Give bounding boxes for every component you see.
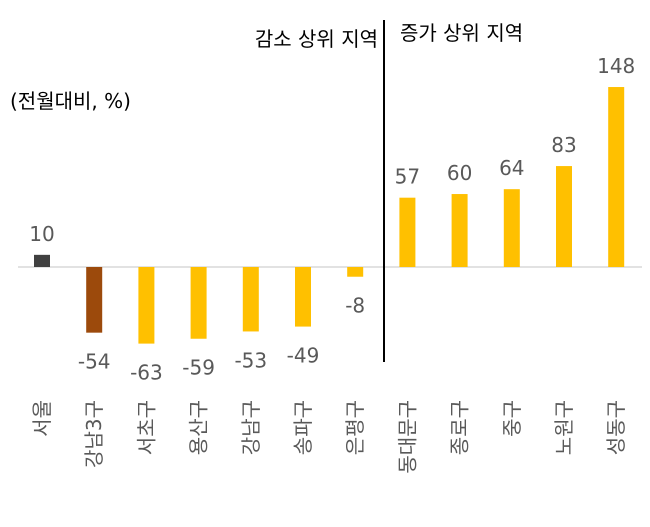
data-label-노원구: 83 [551, 133, 576, 157]
data-label-용산구: -59 [182, 356, 215, 380]
bar-서초구 [138, 267, 155, 344]
category-label-송파구: 송파구 [291, 400, 315, 455]
bar-성동구 [608, 87, 625, 267]
bar-은평구 [347, 267, 364, 277]
bar-종로구 [451, 194, 468, 267]
category-label-성동구: 성동구 [604, 400, 628, 455]
data-label-동대문구: 57 [395, 165, 420, 189]
bar-용산구 [190, 267, 207, 339]
category-label-강남구: 강남구 [239, 400, 263, 455]
category-label-동대문구: 동대문구 [395, 400, 419, 474]
data-label-서울: 10 [29, 222, 54, 246]
category-label-노원구: 노원구 [552, 400, 576, 455]
category-label-은평구: 은평구 [343, 400, 367, 455]
data-label-송파구: -49 [287, 344, 320, 368]
data-label-성동구: 148 [597, 54, 635, 78]
increase-section-label: 증가 상위 지역 [400, 21, 523, 45]
unit-note: (전월대비, %) [10, 89, 131, 113]
data-label-은평구: -8 [345, 294, 365, 318]
category-label-종로구: 종로구 [448, 400, 472, 455]
bar-서울 [34, 254, 50, 267]
bar-동대문구 [399, 197, 416, 267]
data-label-서초구: -63 [130, 361, 163, 385]
category-label-서울: 서울 [30, 400, 54, 437]
data-label-강남구: -53 [234, 348, 267, 372]
bar-노원구 [556, 166, 572, 267]
data-label-종로구: 60 [447, 161, 472, 185]
bar-중구 [503, 189, 520, 267]
category-label-강남3구: 강남3구 [82, 400, 106, 468]
bar-송파구 [295, 267, 311, 327]
category-label-서초구: 서초구 [134, 400, 158, 455]
bar-강남3구 [86, 267, 103, 333]
data-label-중구: 64 [499, 156, 524, 180]
decrease-section-label: 감소 상위 지역 [255, 27, 378, 51]
bar-강남구 [242, 267, 259, 332]
data-label-강남3구: -54 [78, 350, 111, 374]
category-label-용산구: 용산구 [187, 400, 211, 455]
category-label-중구: 중구 [500, 400, 524, 437]
